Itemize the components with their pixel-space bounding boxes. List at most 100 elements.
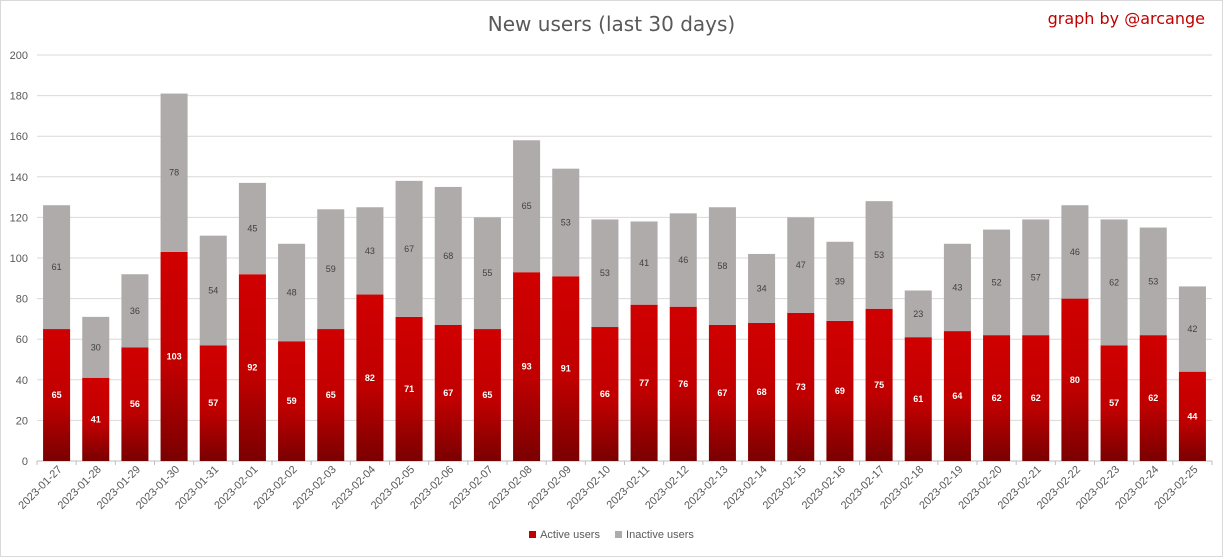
data-label-inactive: 47 [796, 260, 806, 270]
bar-active [1178, 371, 1206, 461]
bar-active [1100, 345, 1128, 461]
y-tick-label: 0 [22, 456, 28, 468]
y-tick-label: 80 [16, 294, 28, 306]
data-label-inactive: 53 [1148, 276, 1158, 286]
data-label-active: 82 [365, 373, 375, 383]
data-label-active: 65 [326, 390, 336, 400]
bar-active [630, 304, 658, 461]
bar-active [826, 320, 854, 461]
bar-inactive [1100, 219, 1128, 346]
bar-inactive [356, 207, 384, 295]
data-label-inactive: 39 [835, 276, 845, 286]
y-tick-label: 160 [10, 131, 28, 143]
data-label-inactive: 52 [992, 277, 1002, 287]
data-label-active: 75 [874, 380, 884, 390]
y-tick-label: 100 [10, 253, 28, 265]
legend-label-inactive: Inactive users [626, 529, 694, 541]
bar-active [552, 276, 580, 461]
bar-inactive [513, 140, 541, 273]
data-label-active: 65 [52, 390, 62, 400]
data-label-active: 91 [561, 364, 571, 374]
data-label-active: 92 [247, 363, 257, 373]
data-label-inactive: 62 [1109, 277, 1119, 287]
data-label-active: 77 [639, 378, 649, 388]
data-label-active: 62 [992, 393, 1002, 403]
y-tick-label: 20 [16, 415, 28, 427]
data-label-active: 103 [167, 351, 182, 361]
bar-active [278, 341, 306, 461]
bar-active [238, 274, 266, 461]
legend-swatch-inactive [615, 531, 623, 538]
bar-active [669, 306, 697, 461]
bars: 65 61 41 30 56 36 103 78 57 54 92 45 59 48 65 59 82 43 71 6… [43, 93, 1206, 461]
bar-active [748, 322, 776, 461]
data-label-active: 68 [757, 387, 767, 397]
bar-inactive [238, 182, 266, 275]
x-axis: 2023-01-272023-01-282023-01-292023-01-30… [16, 461, 1213, 512]
data-label-inactive: 53 [600, 268, 610, 278]
legend: Active users Inactive users [0, 529, 1223, 541]
data-label-inactive: 61 [52, 262, 62, 272]
bar-active [356, 294, 384, 461]
data-label-active: 59 [287, 396, 297, 406]
bar-inactive [317, 209, 345, 330]
data-label-active: 62 [1148, 393, 1158, 403]
data-label-active: 62 [1031, 393, 1041, 403]
bar-inactive [552, 168, 580, 277]
y-axis: 0 20 40 60 80 100 120 140 160 180 200 [10, 50, 28, 468]
bar-active [82, 377, 110, 461]
data-label-active: 93 [522, 362, 532, 372]
data-label-inactive: 45 [247, 224, 257, 234]
bar-inactive [826, 241, 854, 321]
y-tick-label: 200 [10, 50, 28, 62]
data-label-active: 69 [835, 386, 845, 396]
data-label-active: 71 [404, 384, 414, 394]
bar-inactive [865, 201, 893, 309]
bar-inactive [121, 274, 149, 348]
data-label-inactive: 53 [561, 217, 571, 227]
bar-active [317, 329, 345, 461]
bar-inactive [630, 221, 658, 305]
bar-active [473, 329, 501, 461]
y-tick-label: 140 [10, 172, 28, 184]
bar-inactive [43, 205, 71, 330]
data-label-active: 64 [952, 391, 962, 401]
bar-inactive [787, 217, 815, 313]
data-label-inactive: 68 [443, 251, 453, 261]
bar-inactive [278, 243, 306, 342]
bar-inactive [1178, 286, 1206, 372]
data-label-inactive: 53 [874, 250, 884, 260]
data-label-inactive: 57 [1031, 272, 1041, 282]
gridlines [37, 54, 1212, 462]
data-label-inactive: 46 [1070, 247, 1080, 257]
data-label-active: 73 [796, 382, 806, 392]
bar-inactive [473, 217, 501, 330]
data-label-active: 67 [443, 388, 453, 398]
bar-inactive [591, 219, 619, 328]
data-label-active: 44 [1187, 411, 1197, 421]
bar-inactive [395, 180, 423, 317]
data-label-inactive: 78 [169, 168, 179, 178]
bar-inactive [434, 186, 462, 325]
legend-item-active: Active users [529, 529, 600, 541]
data-label-inactive: 43 [952, 282, 962, 292]
bar-inactive [669, 213, 697, 307]
bar-inactive [983, 229, 1011, 336]
chart-title: New users (last 30 days) [487, 12, 736, 36]
bar-active [708, 324, 736, 461]
bar-inactive [1022, 219, 1050, 336]
data-label-inactive: 48 [287, 288, 297, 298]
data-label-active: 67 [717, 388, 727, 398]
graph-credit: graph by @arcange [1047, 9, 1205, 28]
data-label-inactive: 59 [326, 264, 336, 274]
data-label-inactive: 30 [91, 342, 101, 352]
data-label-inactive: 58 [717, 261, 727, 271]
bar-inactive [1061, 205, 1089, 299]
bar-active [434, 324, 462, 461]
data-label-inactive: 36 [130, 306, 140, 316]
y-tick-label: 40 [16, 375, 28, 387]
legend-label-active: Active users [540, 529, 600, 541]
data-label-active: 76 [678, 379, 688, 389]
data-label-inactive: 65 [522, 201, 532, 211]
